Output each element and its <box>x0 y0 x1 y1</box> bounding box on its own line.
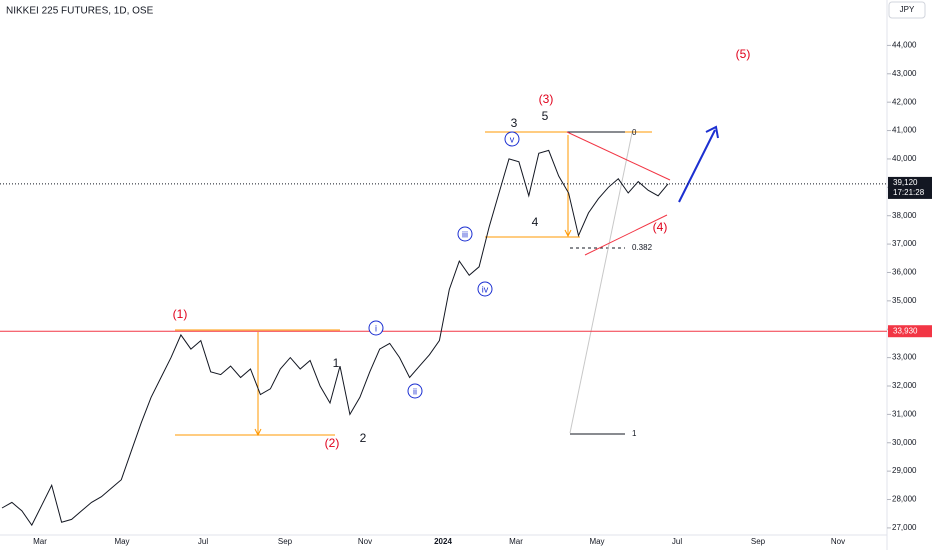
y-tick-label: 40,000 <box>892 154 917 163</box>
y-tick-label: 41,000 <box>892 126 917 135</box>
drawings <box>175 125 719 437</box>
x-tick-label: Nov <box>831 537 845 546</box>
wave-label: (2) <box>325 436 340 450</box>
y-tick-label: 35,000 <box>892 296 917 305</box>
last-price-label: 39,120 <box>893 178 918 187</box>
x-tick-label: Sep <box>751 537 766 546</box>
arrow-head <box>254 428 262 437</box>
fib-label: 0 <box>632 128 637 137</box>
wave-label: (4) <box>653 220 668 234</box>
wave-label: 3 <box>511 116 518 130</box>
projection-arrow <box>678 129 716 203</box>
wave-label: 2 <box>360 431 367 445</box>
fib-label: 1 <box>632 429 637 438</box>
y-tick-label: 27,000 <box>892 523 917 532</box>
fib-label: 0.382 <box>632 243 653 252</box>
wave-label: 1 <box>333 356 340 370</box>
wave-circle <box>407 383 423 399</box>
chart-title: NIKKEI 225 FUTURES, 1D, OSE <box>6 6 154 17</box>
currency[interactable]: JPY <box>900 5 915 14</box>
wave-label: (3) <box>539 92 554 106</box>
x-tick-label: Mar <box>33 537 47 546</box>
x-tick-label: Sep <box>278 537 293 546</box>
level-box <box>888 325 932 338</box>
triangle-line <box>584 214 668 256</box>
wave-circle <box>368 320 384 336</box>
wave-label: (5) <box>736 47 751 61</box>
y-tick-label: 31,000 <box>892 409 917 418</box>
arrow-head <box>564 229 572 238</box>
wave-circle <box>457 226 473 242</box>
y-tick-label: 36,000 <box>892 268 917 277</box>
y-tick-label: 44,000 <box>892 41 917 50</box>
y-tick-label: 29,000 <box>892 466 917 475</box>
sub-wave-label: i <box>375 323 377 333</box>
y-tick-label: 32,000 <box>892 381 917 390</box>
sub-wave-label: ii <box>413 386 417 396</box>
level-label: 33,930 <box>893 326 918 335</box>
wave-circle <box>477 281 493 297</box>
currency-box[interactable] <box>888 1 926 19</box>
y-tick-label: 33,000 <box>892 353 917 362</box>
y-tick-label: 28,000 <box>892 495 917 504</box>
y-tick-label: 38,000 <box>892 211 917 220</box>
y-tick-label: 30,000 <box>892 438 917 447</box>
price-line <box>1 149 669 527</box>
y-tick-label: 42,000 <box>892 97 917 106</box>
y-tick-label: 43,000 <box>892 69 917 78</box>
x-tick-label: Nov <box>358 537 372 546</box>
wave-label: (1) <box>173 307 188 321</box>
wave-label: 4 <box>532 215 539 229</box>
sub-wave-label: iv <box>482 284 489 294</box>
countdown: 17:21:28 <box>893 188 925 197</box>
wave-label: 5 <box>542 109 549 123</box>
last-price-box <box>888 176 932 199</box>
trend-line <box>569 132 633 434</box>
wave-circle <box>504 131 520 147</box>
y-tick-label: 37,000 <box>892 239 917 248</box>
x-tick-label: May <box>589 537 604 546</box>
x-tick-label: Jul <box>672 537 682 546</box>
triangle-line <box>566 131 671 181</box>
x-tick-label: Jul <box>198 537 208 546</box>
sub-wave-label: v <box>510 134 515 144</box>
x-tick-label: Mar <box>509 537 523 546</box>
sub-wave-label: iii <box>462 229 468 239</box>
x-tick-label: 2024 <box>434 537 452 546</box>
x-tick-label: May <box>114 537 129 546</box>
arrow-head <box>705 125 719 139</box>
